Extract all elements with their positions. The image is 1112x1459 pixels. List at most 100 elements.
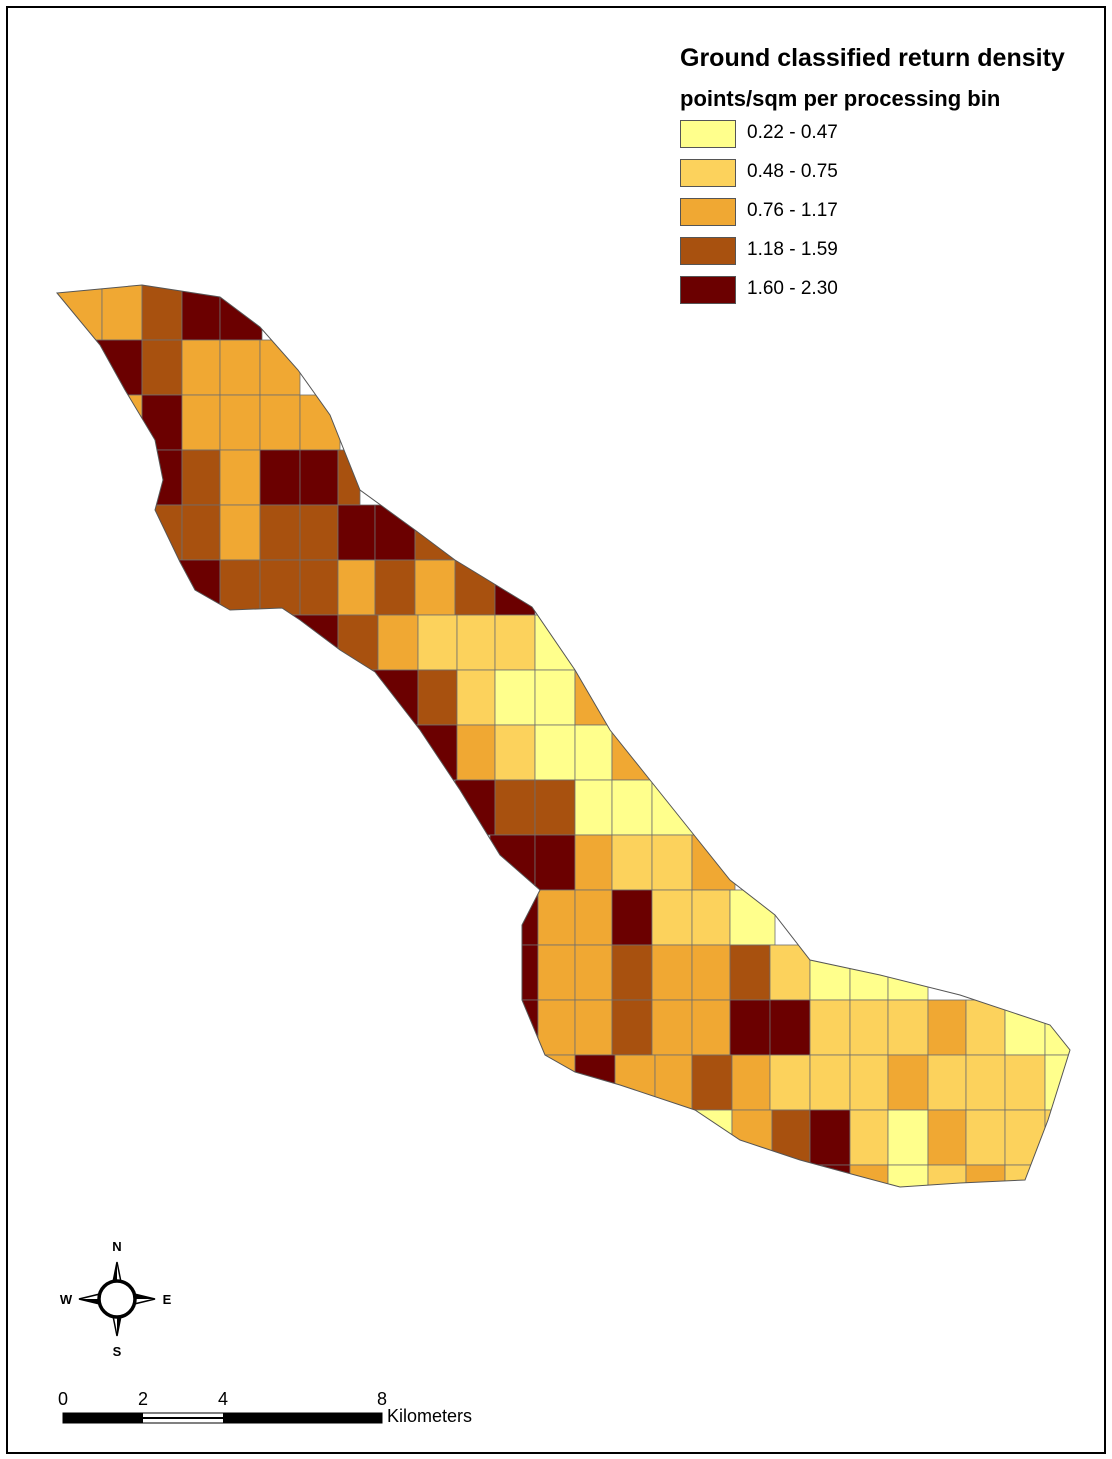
- density-grid-cell: [534, 614, 581, 671]
- legend-label: 0.76 - 1.17: [747, 200, 838, 221]
- density-grid-cell: [731, 1054, 771, 1111]
- density-grid-cell: [927, 1109, 967, 1166]
- density-grid-cell: [574, 724, 613, 781]
- density-grid-cell: [141, 339, 183, 396]
- density-grid-cell: [57, 285, 103, 341]
- density-grid-cell: [337, 449, 361, 506]
- density-grid-cell: [141, 394, 183, 451]
- density-grid-cell: [414, 504, 461, 561]
- density-grid-cell: [619, 1109, 696, 1166]
- density-grid-cell: [299, 449, 339, 506]
- density-grid-cell: [101, 285, 143, 341]
- density-grid-cell: [414, 559, 456, 616]
- density-grid-cell: [654, 1054, 693, 1111]
- density-grid-cell: [181, 285, 221, 341]
- legend-swatch: [680, 276, 736, 304]
- scale-tick-4: 4: [218, 1389, 228, 1409]
- density-grid-cell: [849, 1109, 889, 1166]
- density-grid-cell: [927, 1054, 967, 1111]
- density-grid-cell: [574, 834, 613, 891]
- density-grid-cell: [181, 504, 221, 561]
- density-grid-cell: [456, 614, 496, 671]
- density-grid-cell: [219, 504, 261, 561]
- density-grid-cell: [614, 1054, 656, 1111]
- density-grid-cell: [574, 889, 613, 946]
- density-grid-cell: [149, 449, 183, 506]
- density-grid-cell: [651, 779, 696, 836]
- density-grid-cell: [494, 779, 536, 836]
- legend-swatch: [680, 120, 736, 148]
- density-grid: [57, 285, 1070, 1187]
- density-grid-cell: [181, 394, 221, 451]
- density-grid-cell: [691, 834, 736, 891]
- density-grid-cell: [181, 339, 221, 396]
- density-grid-cell: [651, 944, 693, 1001]
- density-grid-cell: [374, 504, 416, 561]
- density-grid-cell: [219, 394, 261, 451]
- compass-south-label: S: [113, 1344, 122, 1359]
- scale-tick-0: 0: [58, 1389, 68, 1409]
- density-grid-cell: [1004, 1054, 1046, 1111]
- study-area-outline: [56, 284, 1071, 1188]
- density-grid-cell: [731, 1109, 773, 1166]
- density-grid-cell: [651, 834, 693, 891]
- density-grid-cell: [489, 834, 536, 891]
- legend-label: 0.22 - 0.47: [747, 122, 838, 143]
- density-grid-cell: [174, 559, 221, 616]
- density-grid-cell: [574, 779, 613, 836]
- density-grid-cell: [651, 889, 693, 946]
- density-grid-cell: [611, 944, 653, 1001]
- compass-east-label: E: [163, 1292, 172, 1307]
- density-grid-cell: [537, 944, 576, 1001]
- density-grid-cell: [337, 504, 376, 561]
- density-grid-cell: [259, 449, 301, 506]
- density-grid-cell: [519, 999, 539, 1056]
- density-grid-cell: [574, 669, 621, 726]
- compass-west-label: W: [60, 1292, 73, 1307]
- density-grid-cell: [181, 449, 221, 506]
- density-grid-cell: [611, 779, 653, 836]
- density-grid-cell: [219, 339, 261, 396]
- density-grid-cell: [769, 1054, 811, 1111]
- density-grid-cell: [849, 1054, 889, 1111]
- scale-bar-segment-2-4: [143, 1417, 223, 1419]
- compass-north-label: N: [112, 1239, 121, 1254]
- density-grid-cell: [809, 1164, 851, 1187]
- density-grid-cell: [809, 944, 851, 1001]
- legend-label: 1.60 - 2.30: [747, 278, 838, 299]
- density-grid-cell: [417, 614, 458, 671]
- density-grid-cell: [534, 779, 576, 836]
- density-grid-cell: [809, 999, 851, 1056]
- density-grid-cell: [374, 559, 416, 616]
- density-grid-cell: [611, 999, 653, 1056]
- density-grid-cell: [417, 669, 458, 726]
- density-grid-cell: [729, 889, 776, 946]
- density-grid-cell: [456, 724, 496, 781]
- legend-subtitle: points/sqm per processing bin: [680, 86, 1001, 111]
- scale-tick-8: 8: [377, 1389, 387, 1409]
- scale-tick-2: 2: [138, 1389, 148, 1409]
- density-grid-cell: [849, 1164, 889, 1187]
- density-grid-cell: [539, 1054, 576, 1111]
- density-grid-cell: [299, 504, 339, 561]
- density-grid-cell: [611, 724, 661, 781]
- density-grid-cell: [1004, 1109, 1046, 1166]
- legend-swatch: [680, 198, 736, 226]
- density-grid-cell: [1044, 1109, 1070, 1166]
- density-grid-cell: [574, 944, 613, 1001]
- density-grid-cell: [259, 559, 301, 616]
- density-grid-cell: [219, 449, 261, 506]
- density-grid-cell: [119, 394, 143, 451]
- density-grid-cell: [691, 944, 731, 1001]
- density-grid-cell: [927, 1164, 967, 1187]
- density-grid-cell: [691, 1054, 733, 1111]
- density-grid-cell: [456, 669, 496, 726]
- density-grid-cell: [887, 1164, 929, 1187]
- density-grid-cell: [887, 1109, 929, 1166]
- density-grid-cell: [259, 394, 301, 451]
- density-grid-cell: [1044, 999, 1070, 1056]
- density-grid-cell: [219, 559, 261, 616]
- density-grid-cell: [377, 614, 419, 671]
- density-grid-cell: [299, 559, 339, 616]
- density-grid-cell: [534, 724, 576, 781]
